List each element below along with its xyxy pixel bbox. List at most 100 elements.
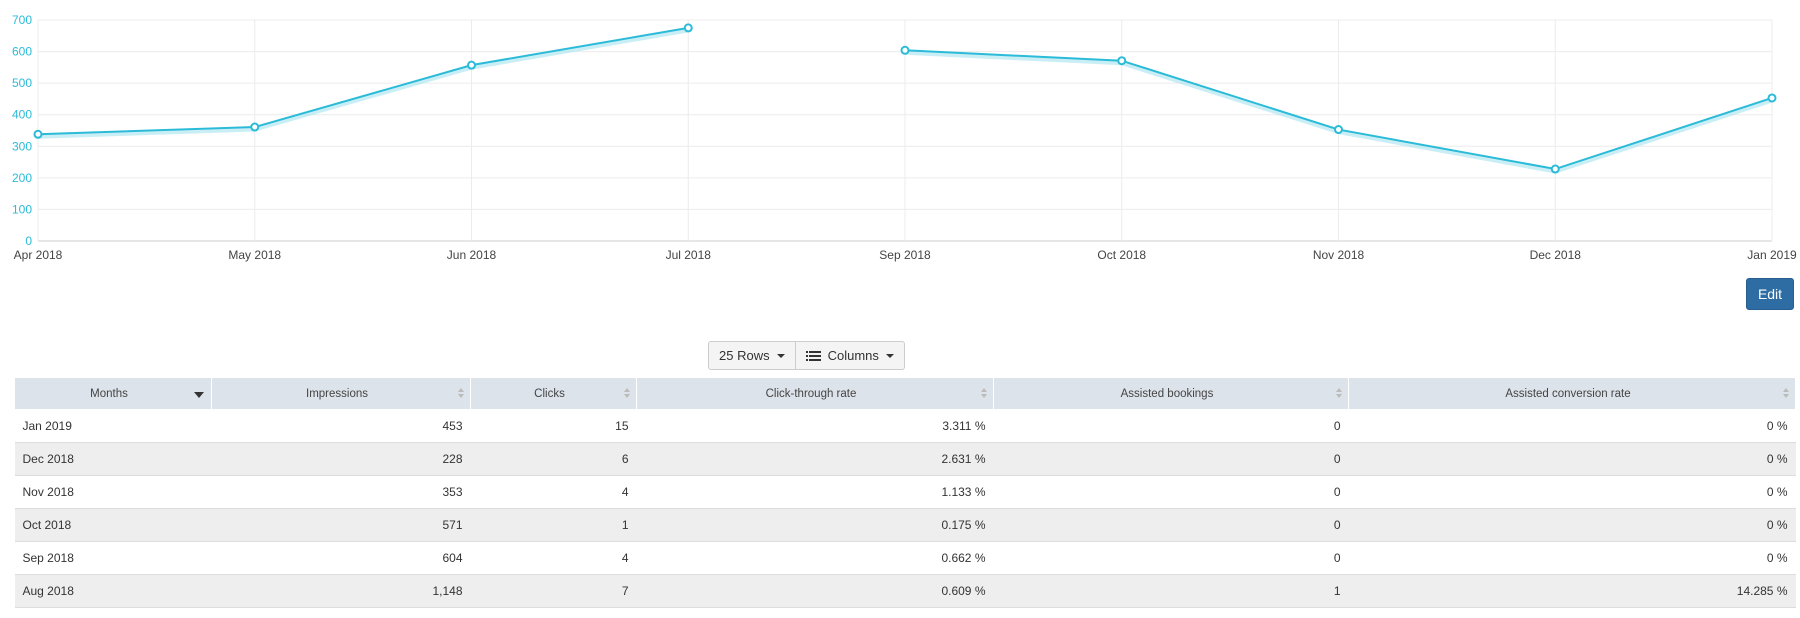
series-line-shadow [37,27,689,139]
table-row: Jan 2019 453 15 3.311 % 0 0 % [14,409,1796,443]
y-axis: 0 100 200 300 400 500 600 700 [12,13,32,248]
cell-clicks: 15 [470,409,637,443]
list-icon [805,350,821,361]
cell-impressions: 353 [211,475,471,509]
sort-icon [1783,388,1789,398]
cell-assisted-bookings: 0 [993,475,1349,509]
cell-month: Oct 2018 [14,508,212,542]
cell-impressions: 228 [211,442,471,476]
sort-icon [981,388,987,398]
line-chart: 0 100 200 300 400 500 600 700 Apr 2018 May 2018 J… [12,13,1797,262]
data-table: Months Impressions Clicks Click-through … [14,377,1796,608]
column-header-ctr[interactable]: Click-through rate [636,377,994,410]
cell-assisted-conversion-rate: 0 % [1348,475,1796,509]
cell-clicks: 1 [470,508,637,542]
cell-clicks: 4 [470,541,637,575]
y-tick-label: 500 [12,76,32,90]
columns-dropdown-label: Columns [827,348,879,363]
cell-impressions: 453 [211,409,471,443]
column-header-impressions[interactable]: Impressions [211,377,471,410]
cell-ctr: 0.609 % [636,574,994,608]
table-header-row: Months Impressions Clicks Click-through … [14,377,1796,410]
x-tick-label: Oct 2018 [1097,248,1146,262]
y-tick-label: 0 [25,234,32,248]
chart-series [33,23,1777,174]
cell-impressions: 571 [211,508,471,542]
x-tick-label: Jul 2018 [666,248,712,262]
x-tick-label: Dec 2018 [1530,248,1582,262]
y-tick-label: 200 [12,171,32,185]
table-row: Dec 2018 228 6 2.631 % 0 0 % [14,442,1796,476]
cell-assisted-conversion-rate: 0 % [1348,541,1796,575]
column-header-label: Assisted conversion rate [1505,387,1631,400]
data-point[interactable] [1117,56,1127,66]
y-tick-label: 400 [12,108,32,122]
cell-assisted-conversion-rate: 14.285 % [1348,574,1796,608]
cell-clicks: 7 [470,574,637,608]
cell-assisted-bookings: 0 [993,409,1349,443]
cell-assisted-conversion-rate: 0 % [1348,508,1796,542]
caret-down-icon [776,353,785,358]
table-row: Oct 2018 571 1 0.175 % 0 0 % [14,508,1796,542]
data-point[interactable] [1550,164,1560,174]
x-tick-label: May 2018 [228,248,281,262]
data-point[interactable] [33,129,43,139]
column-header-label: Clicks [534,387,565,400]
cell-clicks: 4 [470,475,637,509]
rows-dropdown-label: 25 Rows [719,348,770,363]
x-tick-label: Jan 2019 [1747,248,1797,262]
cell-assisted-bookings: 0 [993,508,1349,542]
column-header-label: Months [90,387,128,400]
data-point[interactable] [900,45,910,55]
sort-icon [458,388,464,398]
caret-down-icon [885,353,894,358]
cell-assisted-bookings: 0 [993,541,1349,575]
cell-month: Dec 2018 [14,442,212,476]
sort-icon [624,388,630,398]
table-row: Nov 2018 353 4 1.133 % 0 0 % [14,475,1796,509]
data-point[interactable] [683,23,693,33]
y-tick-label: 600 [12,45,32,59]
sort-icon [1336,388,1342,398]
column-header-clicks[interactable]: Clicks [470,377,637,410]
column-header-label: Assisted bookings [1120,387,1214,400]
table-row: Sep 2018 604 4 0.662 % 0 0 % [14,541,1796,575]
column-header-assisted-bookings[interactable]: Assisted bookings [993,377,1349,410]
data-point[interactable] [467,60,476,70]
cell-month: Nov 2018 [14,475,212,509]
cell-impressions: 604 [211,541,471,575]
rows-dropdown-button[interactable]: 25 Rows [708,341,796,370]
data-point[interactable] [1334,125,1343,135]
table-controls: 25 Rows Columns [708,341,905,370]
cell-assisted-conversion-rate: 0 % [1348,409,1796,443]
column-header-months[interactable]: Months [14,377,212,410]
edit-button[interactable]: Edit [1746,278,1794,310]
column-header-label: Click-through rate [765,387,857,400]
column-header-assisted-conversion-rate[interactable]: Assisted conversion rate [1348,377,1796,410]
column-header-label: Impressions [306,387,368,400]
x-tick-label: Jun 2018 [447,248,497,262]
columns-dropdown-button[interactable]: Columns [795,341,905,370]
table-row: Aug 2018 1,148 7 0.609 % 1 14.285 % [14,574,1796,608]
y-tick-label: 100 [12,202,32,216]
cell-impressions: 1,148 [211,574,471,608]
cell-assisted-bookings: 1 [993,574,1349,608]
chart-grid [37,19,1773,242]
cell-ctr: 0.662 % [636,541,994,575]
cell-ctr: 1.133 % [636,475,994,509]
x-tick-label: Sep 2018 [879,248,931,262]
x-tick-label: Nov 2018 [1313,248,1365,262]
x-tick-label: Apr 2018 [14,248,63,262]
cell-month: Sep 2018 [14,541,212,575]
data-point[interactable] [1767,93,1777,103]
cell-clicks: 6 [470,442,637,476]
y-tick-label: 700 [12,13,32,27]
x-axis: Apr 2018 May 2018 Jun 2018 Jul 2018 Sep 2018… [14,248,1797,262]
y-tick-label: 300 [12,139,32,153]
cell-assisted-bookings: 0 [993,442,1349,476]
cell-ctr: 3.311 % [636,409,994,443]
cell-ctr: 2.631 % [636,442,994,476]
cell-assisted-conversion-rate: 0 % [1348,442,1796,476]
cell-ctr: 0.175 % [636,508,994,542]
data-point[interactable] [250,122,260,132]
